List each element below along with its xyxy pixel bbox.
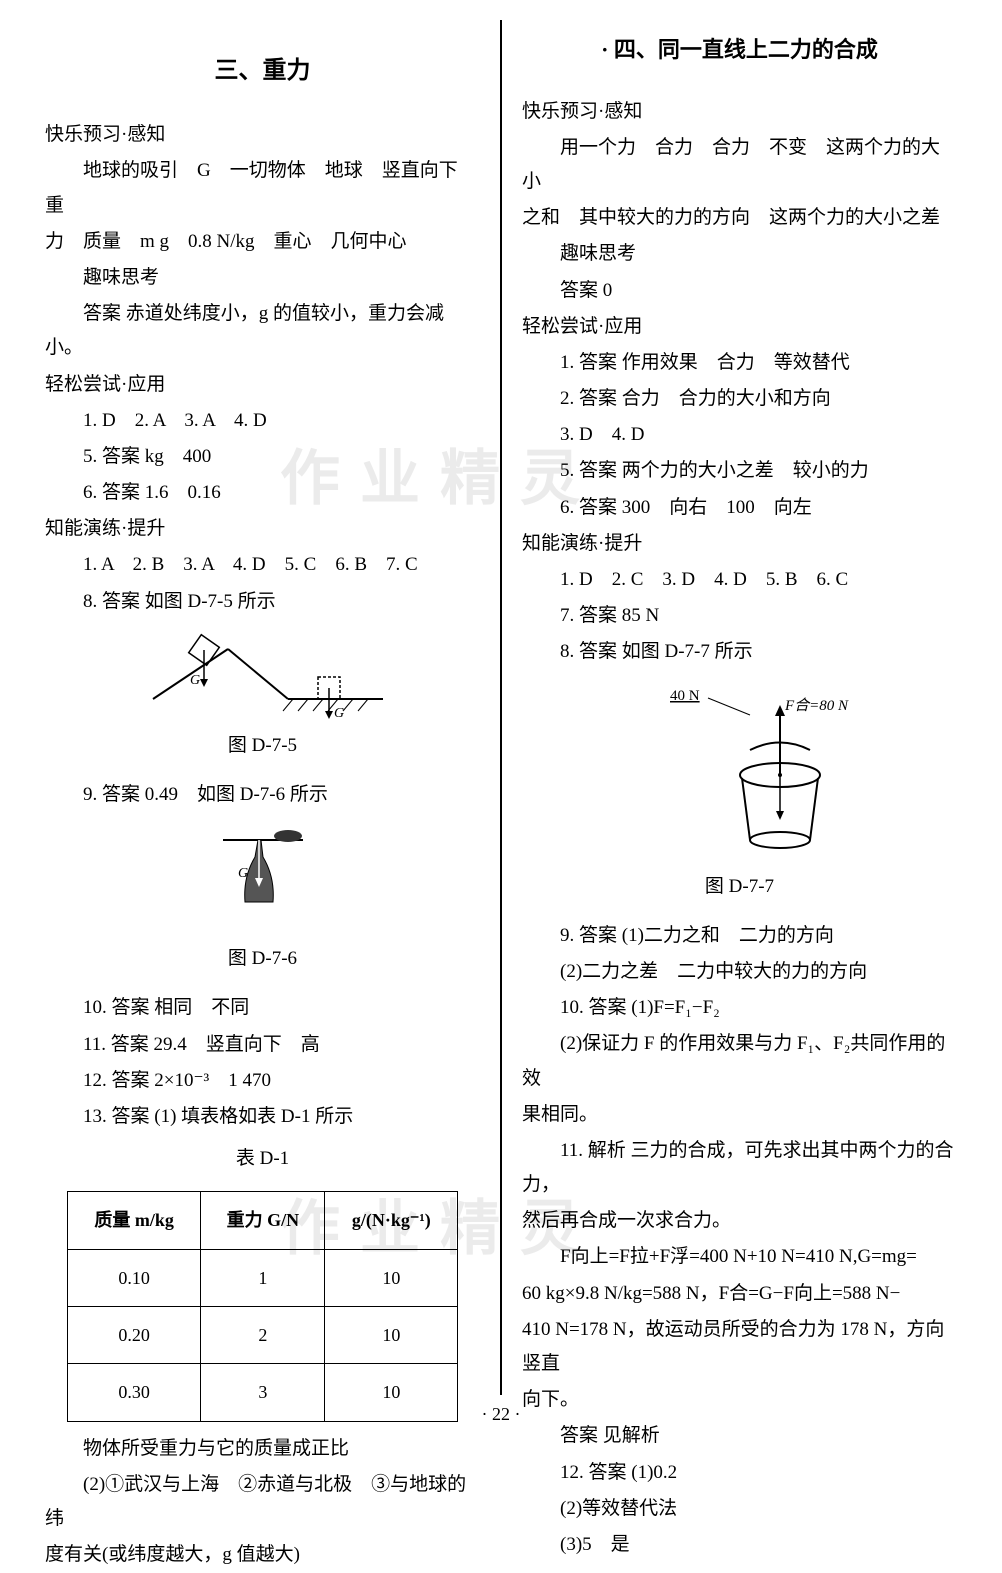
section-heading: 轻松尝试·应用 [522,310,957,344]
text-line: 答案 0 [522,274,957,308]
text-line: 10. 答案 (1)F=F₁−F₂ [522,991,957,1025]
data-table: 质量 m/kg 重力 G/N g/(N·kg⁻¹) 0.10 1 10 0.20… [67,1191,459,1422]
text-line: 力 质量 m g 0.8 N/kg 重心 几何中心 [45,225,480,259]
text-line: 12. 答案 (1)0.2 [522,1456,957,1490]
text-line: 1. A 2. B 3. A 4. D 5. C 6. B 7. C [45,548,480,582]
section-heading: 轻松尝试·应用 [45,368,480,402]
text-line: 9. 答案 (1)二力之和 二力的方向 [522,919,957,953]
table-cell: 0.10 [67,1249,201,1306]
text-line: 度有关(或纬度越大，g 值越大) [45,1538,480,1572]
table-caption: 表 D-1 [45,1142,480,1176]
text-line: 之和 其中较大的力的方向 这两个力的大小之差 [522,201,957,235]
column-divider [500,20,502,1395]
section-heading: 快乐预习·感知 [45,118,480,152]
text-line: 11. 答案 29.4 竖直向下 高 [45,1028,480,1062]
text-line: 然后再合成一次求合力。 [522,1204,957,1238]
section-heading: 知能演练·提升 [45,512,480,546]
text-line: 9. 答案 0.49 如图 D-7-6 所示 [45,778,480,812]
figure-caption: 图 D-7-6 [45,942,480,976]
text-line: 趣味思考 [45,261,480,295]
text-line: 1. D 2. A 3. A 4. D [45,404,480,438]
figure-d-7-7: 40 N F合=80 N [522,680,957,860]
figure-caption: 图 D-7-7 [522,870,957,904]
text-line: 物体所受重力与它的质量成正比 [45,1432,480,1466]
table-cell: 2 [201,1307,325,1364]
section-heading: 知能演练·提升 [522,527,957,561]
table-cell: 10 [325,1307,458,1364]
text-line: (3)5 是 [522,1528,957,1562]
text-line: F向上=F拉+F浮=400 N+10 N=410 N,G=mg= [522,1240,957,1274]
text-line: 7. 答案 85 N [522,599,957,633]
text-line: 8. 答案 如图 D-7-5 所示 [45,585,480,619]
left-column: 三、重力 快乐预习·感知 地球的吸引 G 一切物体 地球 竖直向下 重 力 质量… [30,20,495,1395]
svg-text:G: G [238,866,248,881]
text-line: 6. 答案 300 向右 100 向左 [522,491,957,525]
text-line: 11. 解析 三力的合成，可先求出其中两个力的合力， [522,1134,957,1202]
svg-text:G: G [334,706,344,719]
figure-d-7-5: G G [45,629,480,719]
text-line: 地球的吸引 G 一切物体 地球 竖直向下 重 [45,154,480,222]
force-label-40n: 40 N [670,688,700,704]
table-cell: 1 [201,1249,325,1306]
text-line: 12. 答案 2×10⁻³ 1 470 [45,1064,480,1098]
table-header: g/(N·kg⁻¹) [325,1192,458,1249]
svg-text:G: G [190,673,200,688]
text-line: 1. 答案 作用效果 合力 等效替代 [522,346,957,380]
text-line: 3. D 4. D [522,418,957,452]
text-line: (2)①武汉与上海 ②赤道与北极 ③与地球的纬 [45,1468,480,1536]
force-label-80n: F合=80 N [784,697,849,714]
table-header: 重力 G/N [201,1192,325,1249]
right-column: · 四、同一直线上二力的合成 快乐预习·感知 用一个力 合力 合力 不变 这两个… [507,20,972,1395]
text-line: 10. 答案 相同 不同 [45,991,480,1025]
text-line: (2)等效替代法 [522,1492,957,1526]
right-title: · 四、同一直线上二力的合成 [522,30,957,70]
text-line: 2. 答案 合力 合力的大小和方向 [522,382,957,416]
text-line: 8. 答案 如图 D-7-7 所示 [522,635,957,669]
text-line: 用一个力 合力 合力 不变 这两个力的大小 [522,131,957,199]
text-line: 5. 答案 两个力的大小之差 较小的力 [522,454,957,488]
table-header: 质量 m/kg [67,1192,201,1249]
section-heading: 快乐预习·感知 [522,95,957,129]
text-line: 果相同。 [522,1098,957,1132]
text-line: 6. 答案 1.6 0.16 [45,476,480,510]
text-line: 5. 答案 kg 400 [45,440,480,474]
text-line: (2)保证力 F 的作用效果与力 F₁、F₂共同作用的效 [522,1027,957,1095]
figure-caption: 图 D-7-5 [45,729,480,763]
text-line: 1. D 2. C 3. D 4. D 5. B 6. C [522,563,957,597]
table-cell: 0.20 [67,1307,201,1364]
figure-d-7-6: G [45,822,480,932]
text-line: (2)二力之差 二力中较大的力的方向 [522,955,957,989]
text-line: 答案 赤道处纬度小，g 的值较小，重力会减小。 [45,297,480,365]
page-number: · 22 · [0,1404,1002,1425]
left-title: 三、重力 [45,50,480,93]
table-cell: 10 [325,1249,458,1306]
text-line: 410 N=178 N，故运动员所受的合力为 178 N，方向竖直 [522,1313,957,1381]
text-line: 趣味思考 [522,237,957,271]
text-line: 60 kg×9.8 N/kg=588 N，F合=G−F向上=588 N− [522,1277,957,1311]
text-line: 13. 答案 (1) 填表格如表 D-1 所示 [45,1100,480,1134]
